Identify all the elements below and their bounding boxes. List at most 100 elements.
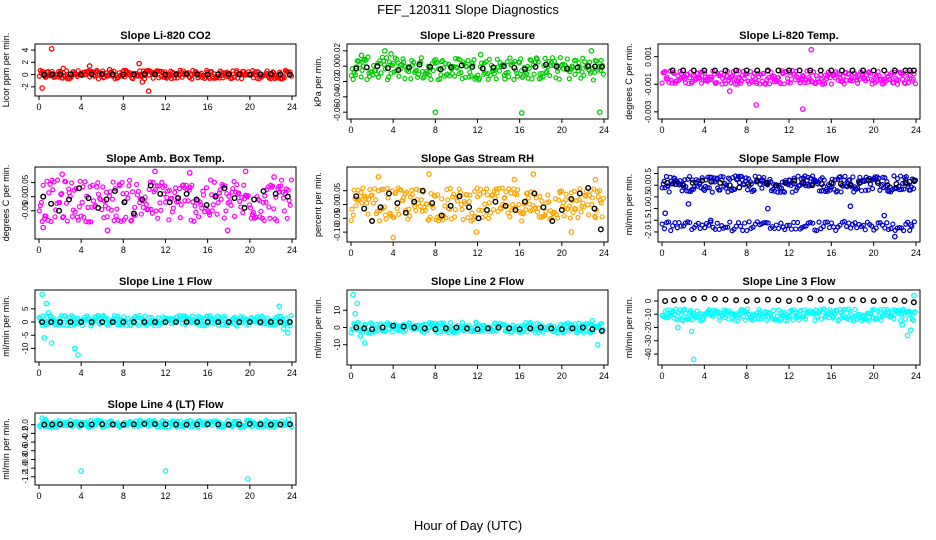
reference-points bbox=[353, 322, 605, 334]
x-tick-label: 12 bbox=[784, 125, 794, 135]
data-point bbox=[725, 224, 731, 230]
series-points bbox=[659, 173, 919, 240]
data-point bbox=[565, 206, 571, 212]
x-tick-label: 16 bbox=[203, 491, 213, 501]
data-point bbox=[842, 173, 848, 179]
data-point bbox=[483, 213, 489, 219]
x-tick-label: 24 bbox=[287, 102, 297, 112]
reference-point bbox=[764, 296, 771, 303]
data-point bbox=[576, 60, 582, 66]
data-point bbox=[89, 182, 96, 188]
reference-point bbox=[532, 63, 539, 70]
data-point bbox=[39, 322, 45, 328]
data-point bbox=[358, 74, 364, 80]
reference-point bbox=[394, 200, 401, 207]
data-point bbox=[666, 189, 672, 195]
data-point bbox=[110, 179, 116, 185]
data-point bbox=[600, 327, 606, 333]
reference-point bbox=[807, 295, 814, 302]
reference-point bbox=[236, 421, 243, 428]
data-point bbox=[713, 176, 719, 182]
data-point bbox=[900, 227, 907, 234]
x-tick-label: 8 bbox=[744, 125, 749, 135]
data-point bbox=[43, 300, 50, 307]
data-point bbox=[706, 306, 712, 313]
data-point bbox=[799, 106, 806, 112]
x-tick-label: 24 bbox=[599, 371, 609, 381]
data-point bbox=[765, 220, 771, 226]
reference-point bbox=[267, 70, 274, 77]
reference-point bbox=[881, 67, 888, 74]
data-point bbox=[75, 352, 81, 358]
data-point bbox=[589, 195, 595, 201]
data-point bbox=[514, 73, 521, 79]
reference-point bbox=[865, 177, 872, 184]
data-point bbox=[559, 61, 566, 68]
reference-point bbox=[361, 325, 368, 332]
data-point bbox=[678, 311, 684, 318]
data-point bbox=[353, 203, 359, 209]
reference-point bbox=[447, 202, 454, 209]
data-point bbox=[479, 207, 485, 213]
data-point bbox=[715, 309, 721, 315]
data-point bbox=[659, 80, 665, 86]
data-point bbox=[497, 205, 503, 211]
reference-point bbox=[103, 196, 110, 203]
x-tick-label: 20 bbox=[245, 102, 255, 112]
data-point bbox=[245, 193, 251, 199]
data-point bbox=[72, 315, 78, 321]
data-point bbox=[472, 188, 478, 195]
data-point bbox=[193, 314, 199, 320]
x-tick-label: 4 bbox=[391, 371, 396, 381]
data-point bbox=[576, 320, 582, 326]
data-point bbox=[364, 76, 370, 83]
reference-point bbox=[690, 67, 697, 74]
reference-point bbox=[701, 295, 708, 302]
data-point bbox=[519, 218, 525, 224]
reference-point bbox=[139, 196, 146, 203]
data-point bbox=[159, 179, 165, 185]
data-point bbox=[762, 309, 768, 315]
y-tick-label: -0.6 bbox=[21, 443, 30, 457]
data-point bbox=[140, 204, 146, 210]
data-point bbox=[905, 219, 911, 225]
reference-point bbox=[85, 195, 92, 202]
reference-point bbox=[353, 193, 360, 200]
data-point bbox=[396, 211, 402, 217]
data-point bbox=[95, 180, 101, 186]
x-tick-label: 0 bbox=[348, 371, 353, 381]
data-point bbox=[208, 68, 215, 75]
data-point bbox=[741, 75, 747, 82]
x-tick-label: 24 bbox=[287, 245, 297, 255]
reference-points bbox=[353, 61, 605, 74]
data-point bbox=[683, 310, 689, 317]
y-tick-label: -0.4 bbox=[21, 435, 30, 449]
data-point bbox=[911, 71, 917, 77]
reference-points bbox=[40, 182, 291, 217]
data-point bbox=[598, 57, 604, 63]
reference-points bbox=[39, 319, 293, 326]
reference-point bbox=[284, 193, 291, 200]
data-point bbox=[109, 196, 116, 202]
data-point bbox=[226, 193, 232, 199]
reference-point bbox=[773, 182, 780, 189]
data-point bbox=[121, 314, 127, 320]
data-point bbox=[166, 187, 173, 193]
data-point bbox=[586, 192, 593, 198]
data-point bbox=[672, 220, 678, 226]
data-point bbox=[242, 423, 248, 429]
data-point bbox=[198, 314, 204, 321]
reference-point bbox=[506, 325, 513, 332]
y-tick-label: 0.05 bbox=[21, 174, 30, 190]
data-point bbox=[52, 214, 58, 220]
x-tick-label: 16 bbox=[826, 125, 836, 135]
data-point bbox=[559, 188, 565, 194]
data-point bbox=[408, 76, 414, 82]
data-point bbox=[545, 192, 551, 198]
chart-panel: Slope Sample Flow ml/min per min. 0 4 8 12 16 2… bbox=[624, 153, 921, 258]
data-point bbox=[73, 186, 79, 192]
data-point bbox=[48, 218, 54, 225]
data-point bbox=[884, 220, 890, 226]
x-tick-label: 4 bbox=[79, 368, 84, 378]
data-point bbox=[901, 186, 907, 192]
